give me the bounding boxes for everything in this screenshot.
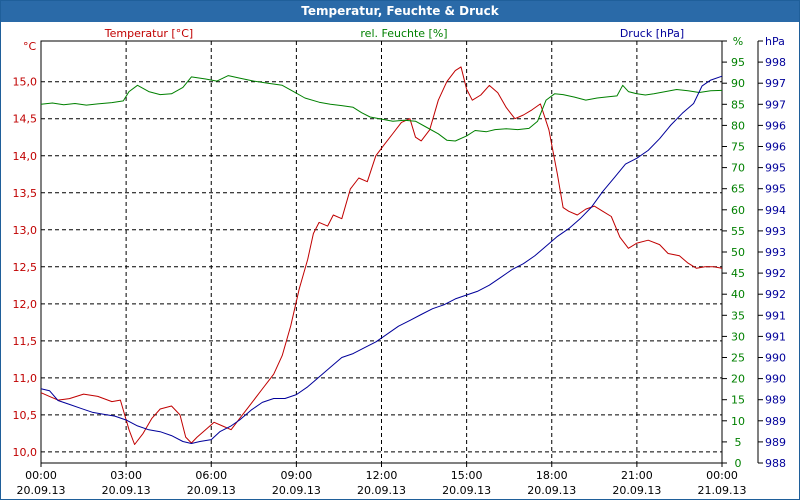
- pressure-tick-label: 990: [765, 352, 786, 365]
- temperature-tick-label: 11,5: [13, 335, 38, 348]
- window-title: Temperatur, Feuchte & Druck: [1, 1, 799, 22]
- humidity-tick-label: 85: [731, 98, 745, 111]
- x-tick-time: 09:00: [281, 469, 313, 482]
- humidity-tick-label: 15: [731, 394, 745, 407]
- pressure-tick-label: 991: [765, 330, 786, 343]
- x-tick-date: 20.09.13: [612, 484, 661, 497]
- x-tick-date: 21.09.13: [698, 484, 747, 497]
- pressure-axis-ticks: 988 989 989 989 990 990 991 991 992 992 993 993 994 9…: [757, 35, 786, 470]
- temperature-tick-label: 12,0: [13, 298, 38, 311]
- x-tick-date: 20.09.13: [357, 484, 406, 497]
- x-tick-time: 18:00: [536, 469, 568, 482]
- humidity-axis-ticks: 0 5 10 15 20 25 30 35 40 45 50 55 60 65 70 75 80 85 90 95%: [722, 35, 745, 470]
- pressure-tick-label: 989: [765, 415, 786, 428]
- pressure-tick-label: 997: [765, 77, 786, 90]
- pressure-tick-label: 997: [765, 98, 786, 111]
- left-axis-title: Temperatur [°C]: [104, 27, 193, 40]
- pressure-tick-label: 998: [765, 56, 786, 69]
- x-tick-time: 00:00: [706, 469, 738, 482]
- humidity-tick-label: 10: [731, 415, 745, 428]
- pressure-tick-label: 988: [765, 457, 786, 470]
- temperature-tick-label: 14,0: [13, 150, 38, 163]
- humidity-axis-title: rel. Feuchte [%]: [360, 27, 447, 40]
- pressure-axis-title: Druck [hPa]: [620, 27, 684, 40]
- humidity-tick-label: 75: [731, 141, 745, 154]
- series-lines: [40, 66, 723, 445]
- x-axis-ticks: 00:00 20.09.13 03:00 20.09.13 06:00 20.09.13 0…: [17, 463, 747, 497]
- humidity-line: [40, 75, 723, 142]
- x-tick-time: 15:00: [451, 469, 483, 482]
- x-tick-time: 03:00: [110, 469, 142, 482]
- x-tick-time: 12:00: [366, 469, 398, 482]
- humidity-tick-label: 25: [731, 352, 745, 365]
- pressure-tick-label: 991: [765, 309, 786, 322]
- temperature-tick-label: 14,5: [13, 113, 38, 126]
- humidity-tick-label: 60: [731, 204, 745, 217]
- pressure-tick-label: 990: [765, 373, 786, 386]
- pressure-tick-label: 996: [765, 119, 786, 132]
- pressure-tick-label: 989: [765, 394, 786, 407]
- humidity-tick-label: 70: [731, 162, 745, 175]
- x-tick-date: 20.09.13: [102, 484, 151, 497]
- humidity-tick-label: 30: [731, 330, 745, 343]
- pressure-tick-label: 995: [765, 183, 786, 196]
- pressure-tick-label: 992: [765, 288, 786, 301]
- x-tick-date: 20.09.13: [187, 484, 236, 497]
- pressure-tick-label: 993: [765, 246, 786, 259]
- left-axis-ticks: 10,0 10,5 11,0 11,5 12,0 12,5 13,0 13,5 14,0 14,5…: [13, 76, 38, 459]
- humidity-tick-label: 35: [731, 309, 745, 322]
- pressure-tick-label: 995: [765, 162, 786, 175]
- x-tick-time: 06:00: [195, 469, 227, 482]
- humidity-tick-label: 50: [731, 246, 745, 259]
- x-tick-date: 20.09.13: [272, 484, 321, 497]
- pressure-tick-label: 994: [765, 204, 786, 217]
- humidity-tick-label: 55: [731, 225, 745, 238]
- pressure-tick-label: 992: [765, 267, 786, 280]
- x-tick-date: 20.09.13: [17, 484, 66, 497]
- x-tick-time: 00:00: [25, 469, 57, 482]
- humidity-tick-label: 45: [731, 267, 745, 280]
- temperature-tick-label: 12,5: [13, 261, 38, 274]
- x-tick-date: 20.09.13: [442, 484, 491, 497]
- pressure-tick-label: 996: [765, 141, 786, 154]
- humidity-tick-label: %: [733, 35, 743, 48]
- temperature-line: [40, 66, 723, 445]
- temperature-tick-label: 15,0: [13, 76, 38, 89]
- x-tick-time: 21:00: [621, 469, 653, 482]
- pressure-tick-label: hPa: [765, 35, 785, 48]
- humidity-tick-label: 95: [731, 56, 745, 69]
- humidity-tick-label: 90: [731, 77, 745, 90]
- temperature-tick-label: 11,0: [13, 372, 38, 385]
- grid: [41, 41, 722, 463]
- pressure-tick-label: 989: [765, 436, 786, 449]
- humidity-tick-label: 65: [731, 183, 745, 196]
- humidity-tick-label: 0: [735, 457, 742, 470]
- x-tick-date: 20.09.13: [527, 484, 576, 497]
- humidity-tick-label: 40: [731, 288, 745, 301]
- humidity-tick-label: 5: [735, 436, 742, 449]
- temperature-tick-label: 13,0: [13, 224, 38, 237]
- pressure-line: [40, 75, 723, 444]
- left-axis-unit: °C: [23, 40, 37, 53]
- pressure-tick-label: 993: [765, 225, 786, 238]
- temperature-tick-label: 13,5: [13, 187, 38, 200]
- humidity-tick-label: 80: [731, 119, 745, 132]
- temperature-tick-label: 10,5: [13, 409, 38, 422]
- humidity-tick-label: 20: [731, 373, 745, 386]
- temperature-tick-label: 10,0: [13, 446, 38, 459]
